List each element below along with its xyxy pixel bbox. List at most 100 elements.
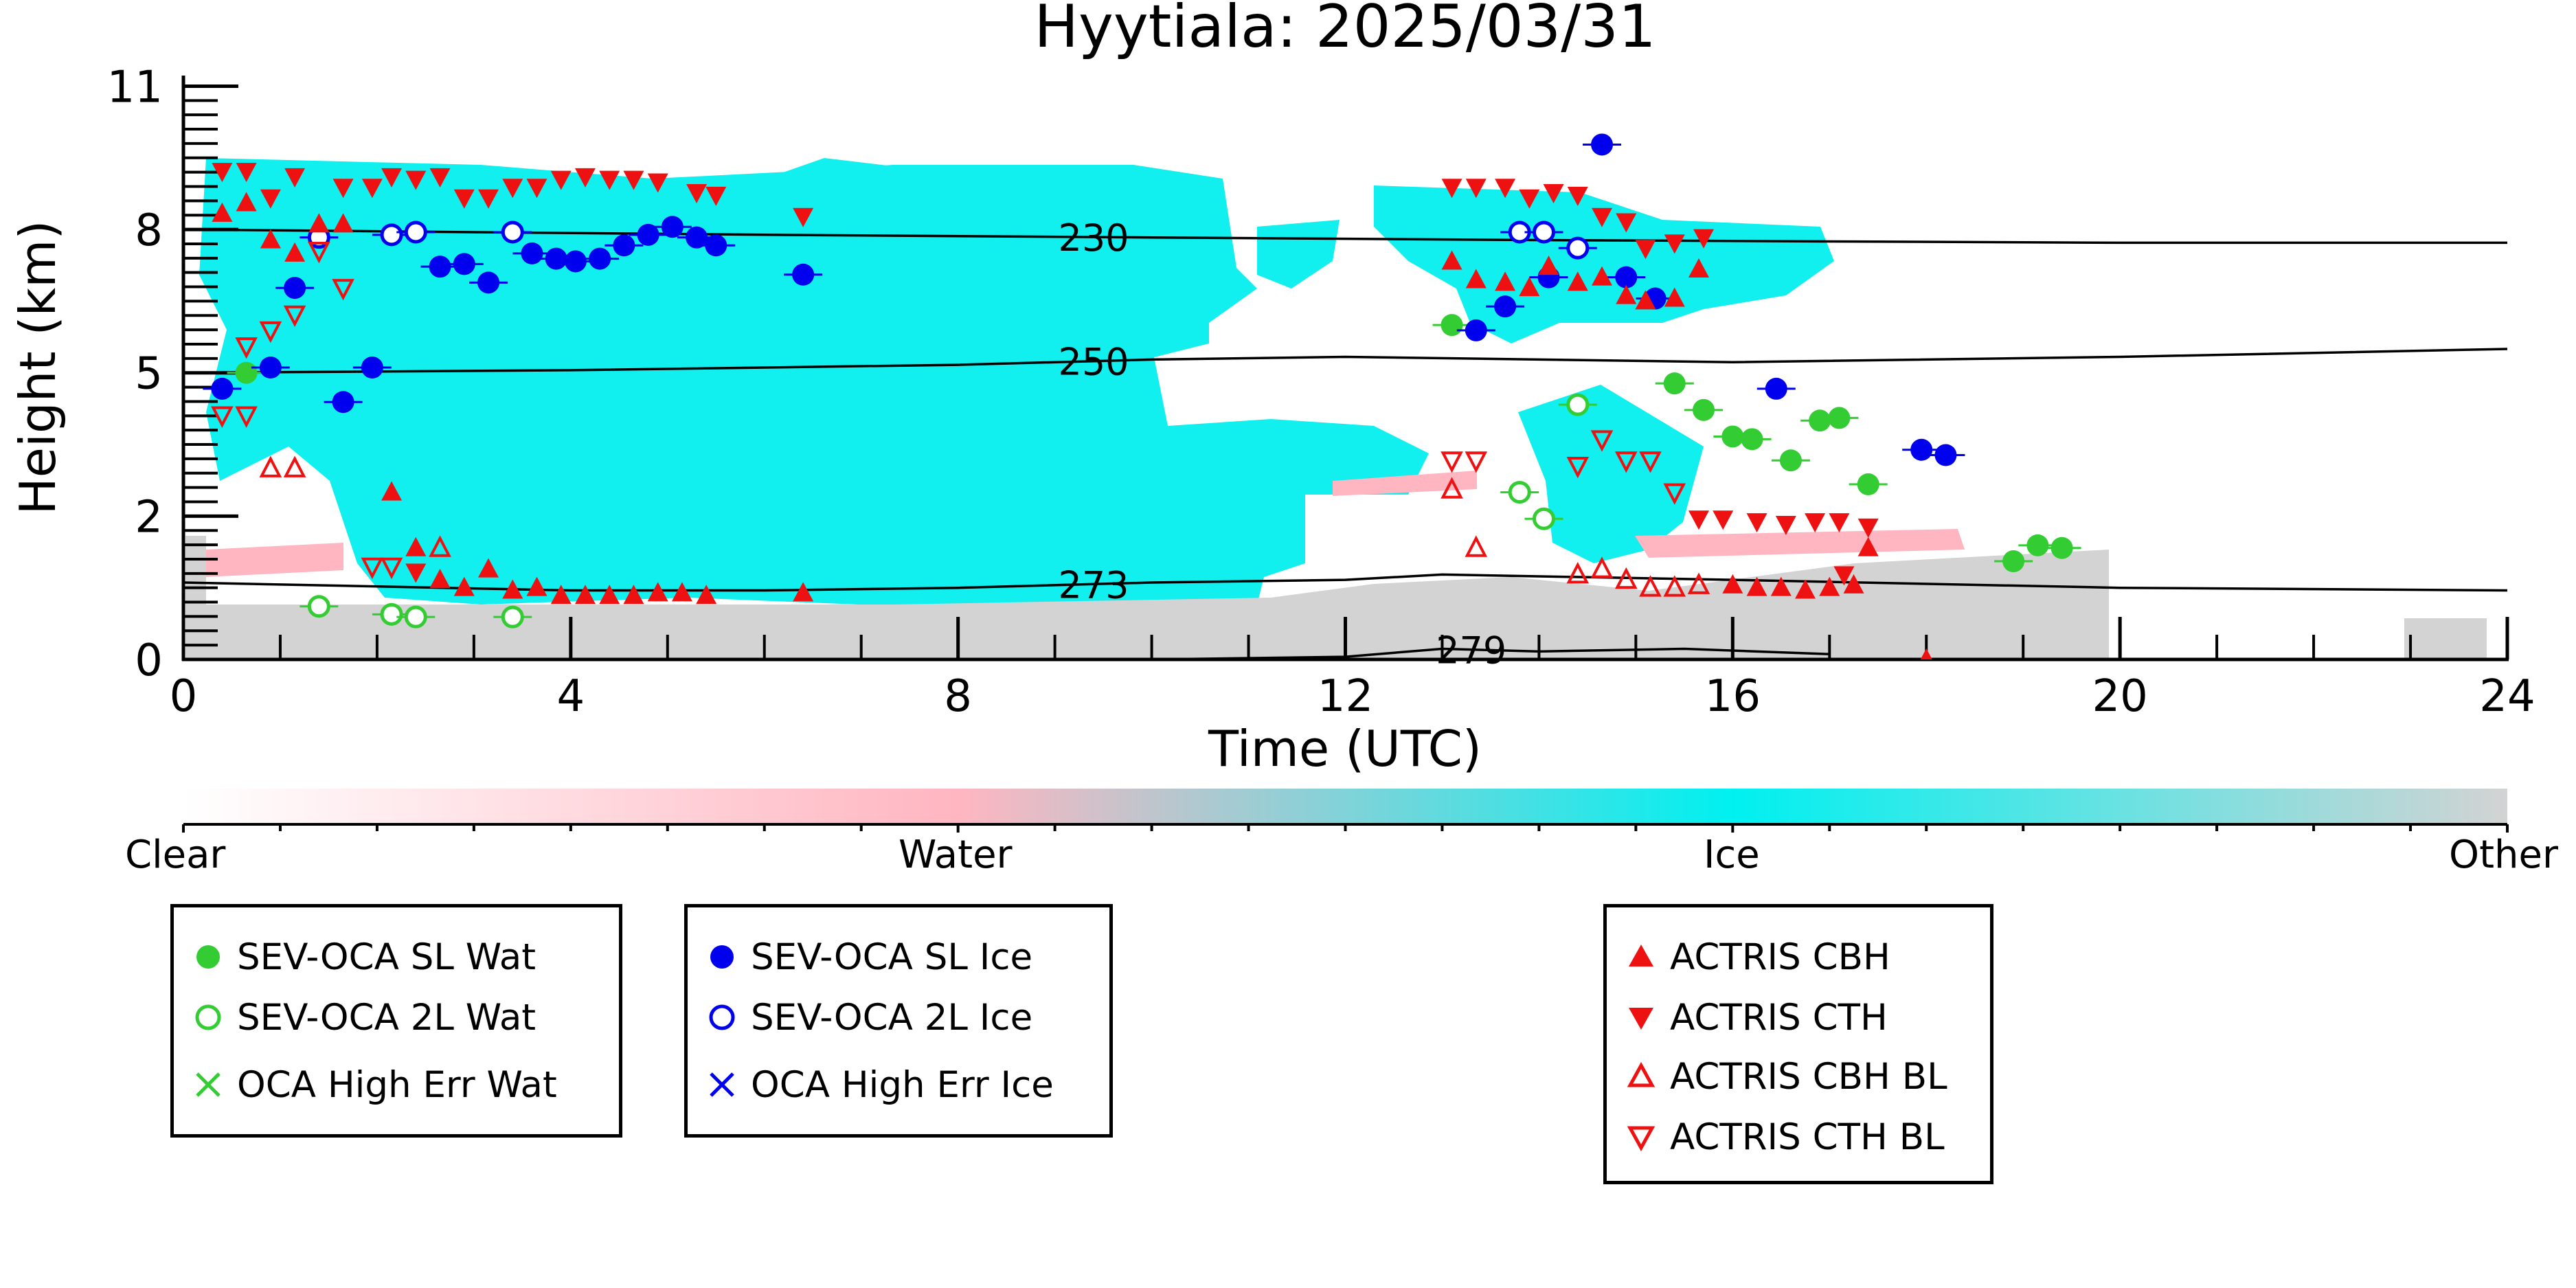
data-point [792, 263, 815, 286]
data-point [332, 179, 354, 199]
data-point [1440, 477, 1463, 499]
data-point [1566, 393, 1590, 416]
data-point [361, 557, 384, 580]
x-tick-label: 8 [944, 671, 972, 722]
data-point [453, 189, 475, 209]
data-point [236, 163, 257, 183]
data-point [332, 279, 354, 301]
legend-label: SEV-OCA 2L Wat [237, 996, 536, 1039]
data-point [1566, 236, 1590, 260]
chart-title: Hyytiala: 2025/03/31 [1034, 0, 1656, 61]
legend-label: SEV-OCA SL Ice [751, 936, 1033, 978]
legend-label: OCA High Err Ice [751, 1063, 1054, 1106]
data-point [1440, 314, 1463, 337]
x-tick-label: 0 [170, 671, 198, 722]
water-layer [1635, 529, 1965, 558]
data-point [1567, 271, 1588, 291]
data-point [260, 229, 281, 249]
data-point [637, 223, 659, 246]
x-marker-icon [196, 1072, 221, 1097]
data-point [671, 582, 692, 602]
data-point [429, 168, 451, 188]
other-region [2404, 618, 2487, 659]
x-tick-label: 4 [556, 671, 585, 722]
data-point [1819, 576, 1840, 596]
y-tick-label: 11 [107, 62, 163, 113]
legend-entry: ACTRIS CBH [1620, 929, 1890, 984]
data-point [381, 168, 403, 188]
data-point [1746, 576, 1767, 596]
triangle-down-marker-icon [1629, 1008, 1653, 1030]
x-axis-label: Time (UTC) [1208, 720, 1482, 778]
x-tick-label: 20 [2092, 671, 2147, 722]
data-point [1713, 510, 1734, 530]
legend-label: OCA High Err Wat [237, 1063, 557, 1106]
data-point [1639, 451, 1662, 473]
data-point [1722, 574, 1743, 594]
data-point [647, 582, 668, 602]
data-point [574, 168, 596, 188]
data-point [1687, 572, 1710, 594]
ice-cloud-region [199, 158, 1429, 605]
y-axis-label: Height (km) [9, 221, 67, 515]
data-point [453, 253, 475, 275]
legend-entry: SEV-OCA 2L Ice [701, 990, 1032, 1045]
data-point [2026, 534, 2049, 556]
x-marker-icon [710, 1072, 734, 1097]
data-point [1532, 507, 1555, 530]
data-point [308, 213, 330, 233]
data-point [623, 585, 644, 605]
data-point [1566, 562, 1590, 584]
data-point [1494, 295, 1517, 318]
data-point [502, 179, 523, 199]
data-point [1857, 473, 1879, 495]
data-point [1765, 377, 1787, 400]
data-point [526, 179, 547, 199]
data-point [613, 234, 635, 257]
data-point [1934, 444, 1957, 466]
data-point [1614, 567, 1638, 589]
legend-label: ACTRIS CTH [1670, 996, 1888, 1039]
legend-entry: ACTRIS CBH BL [1620, 1049, 1947, 1104]
data-point [550, 170, 572, 190]
data-point [259, 321, 282, 343]
legend-water: SEV-OCA SL Wat SEV-OCA 2L Wat OCA High E… [170, 904, 622, 1138]
data-point [1857, 518, 1879, 538]
data-point [1616, 284, 1637, 304]
data-point [1770, 576, 1792, 596]
data-point [212, 163, 233, 183]
data-point [1910, 438, 1933, 461]
data-point [1663, 575, 1686, 597]
data-point [478, 189, 499, 209]
data-point [260, 189, 281, 209]
data-point [2050, 536, 2073, 559]
data-point [1543, 184, 1564, 203]
data-point [1441, 179, 1462, 199]
data-point [1465, 319, 1487, 341]
data-point [1843, 574, 1864, 594]
legend-label: ACTRIS CBH BL [1670, 1055, 1947, 1098]
isotherm-label: 230 [1058, 216, 1129, 260]
data-point [1664, 234, 1685, 254]
legend-label: ACTRIS CTH BL [1670, 1116, 1945, 1158]
data-point [502, 579, 523, 599]
legend-ice: SEV-OCA SL Ice SEV-OCA 2L Ice OCA High E… [684, 904, 1113, 1138]
data-point [1591, 133, 1614, 156]
filled-circle-marker-icon [710, 945, 734, 969]
data-point [211, 406, 234, 428]
open-triangle-down-marker-icon [1627, 1126, 1656, 1152]
data-point [1441, 250, 1462, 270]
colorbar-label-clear: Clear [125, 833, 226, 877]
data-point [381, 481, 403, 501]
colorbar-ticks [182, 824, 2509, 833]
data-point [212, 202, 233, 222]
data-point [1779, 449, 1802, 472]
legend-entry: SEV-OCA SL Ice [701, 929, 1032, 984]
data-point [545, 247, 567, 270]
data-point [501, 605, 524, 629]
data-point [1519, 277, 1540, 297]
data-point [429, 535, 451, 557]
data-point [1688, 258, 1709, 278]
y-tick-label: 2 [135, 492, 163, 543]
open-circle-marker-icon [709, 1004, 735, 1030]
